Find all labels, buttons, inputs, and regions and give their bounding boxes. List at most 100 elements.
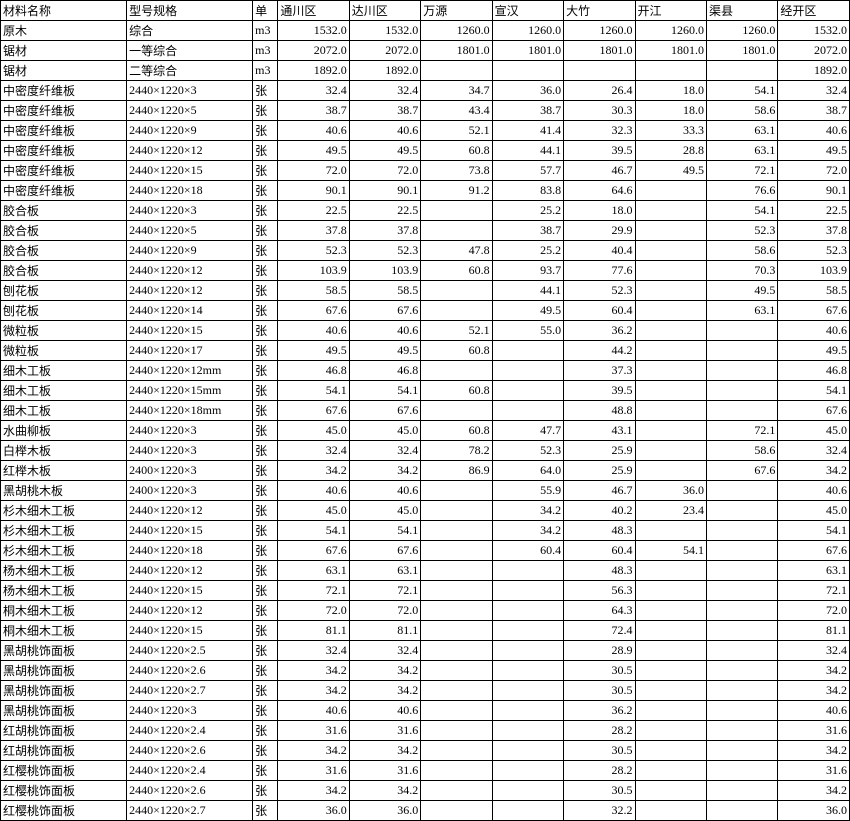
cell-c4: 25.2 (492, 201, 563, 221)
cell-c6 (635, 341, 706, 361)
cell-name: 杨木细木工板 (1, 561, 127, 581)
cell-c6 (635, 261, 706, 281)
table-row: 红榉木板2400×1220×3张34.234.286.964.025.967.6… (1, 461, 850, 481)
cell-c2: 46.8 (349, 361, 420, 381)
cell-c8: 34.2 (778, 681, 850, 701)
cell-c5: 25.9 (564, 441, 635, 461)
cell-c1: 72.0 (278, 601, 349, 621)
cell-c1: 34.2 (278, 781, 349, 801)
cell-c5: 32.3 (564, 121, 635, 141)
cell-c3 (421, 521, 492, 541)
cell-unit: 张 (253, 301, 278, 321)
cell-c8: 32.4 (778, 441, 850, 461)
cell-name: 中密度纤维板 (1, 161, 127, 181)
cell-spec: 2440×1220×5 (127, 221, 253, 241)
cell-name: 红樱桃饰面板 (1, 801, 127, 821)
cell-c7 (706, 601, 777, 621)
cell-spec: 2440×1220×12 (127, 141, 253, 161)
cell-name: 中密度纤维板 (1, 81, 127, 101)
cell-name: 黑胡桃木板 (1, 481, 127, 501)
col-header-c7: 渠县 (706, 1, 777, 21)
table-row: 锯材一等综合m32072.02072.01801.01801.01801.018… (1, 41, 850, 61)
cell-c5: 25.9 (564, 461, 635, 481)
cell-c2: 67.6 (349, 401, 420, 421)
cell-c7 (706, 641, 777, 661)
cell-c2: 1532.0 (349, 21, 420, 41)
cell-c6 (635, 741, 706, 761)
cell-c5: 39.5 (564, 381, 635, 401)
cell-c7: 58.6 (706, 441, 777, 461)
cell-unit: 张 (253, 401, 278, 421)
cell-c2: 58.5 (349, 281, 420, 301)
cell-c1: 1892.0 (278, 61, 349, 81)
col-header-c4: 宣汉 (492, 1, 563, 21)
cell-c1: 36.0 (278, 801, 349, 821)
cell-c7: 72.1 (706, 421, 777, 441)
table-row: 黑胡桃饰面板2440×1220×2.7张34.234.230.534.2 (1, 681, 850, 701)
cell-c8: 45.0 (778, 501, 850, 521)
cell-c4 (492, 381, 563, 401)
table-row: 黑胡桃饰面板2440×1220×3张40.640.636.240.6 (1, 701, 850, 721)
cell-c4: 93.7 (492, 261, 563, 281)
cell-c7 (706, 741, 777, 761)
cell-c4: 41.4 (492, 121, 563, 141)
table-row: 胶合板2440×1220×5张37.837.838.729.952.337.8 (1, 221, 850, 241)
cell-c3: 52.1 (421, 321, 492, 341)
cell-spec: 2440×1220×3 (127, 201, 253, 221)
cell-c4 (492, 781, 563, 801)
cell-c1: 54.1 (278, 521, 349, 541)
cell-unit: 张 (253, 81, 278, 101)
cell-c5: 28.2 (564, 761, 635, 781)
cell-c5: 30.5 (564, 681, 635, 701)
cell-c1: 34.2 (278, 461, 349, 481)
cell-unit: 张 (253, 361, 278, 381)
cell-name: 水曲柳板 (1, 421, 127, 441)
cell-name: 黑胡桃饰面板 (1, 701, 127, 721)
cell-c8: 67.6 (778, 541, 850, 561)
cell-c8: 52.3 (778, 241, 850, 261)
table-row: 杉木细木工板2440×1220×18张67.667.660.460.454.16… (1, 541, 850, 561)
table-row: 微粒板2440×1220×17张49.549.560.844.249.5 (1, 341, 850, 361)
cell-c4 (492, 581, 563, 601)
cell-c3 (421, 761, 492, 781)
cell-c4: 52.3 (492, 441, 563, 461)
cell-c6 (635, 761, 706, 781)
table-row: 中密度纤维板2440×1220×18张90.190.191.283.864.67… (1, 181, 850, 201)
cell-c1: 32.4 (278, 641, 349, 661)
cell-unit: 张 (253, 781, 278, 801)
cell-spec: 2440×1220×12mm (127, 361, 253, 381)
cell-c1: 63.1 (278, 561, 349, 581)
cell-c2: 34.2 (349, 461, 420, 481)
cell-spec: 2440×1220×2.6 (127, 661, 253, 681)
cell-c5: 32.2 (564, 801, 635, 821)
cell-name: 胶合板 (1, 221, 127, 241)
cell-c7 (706, 801, 777, 821)
cell-c1: 45.0 (278, 421, 349, 441)
cell-c4: 55.9 (492, 481, 563, 501)
cell-c5: 44.2 (564, 341, 635, 361)
cell-c7 (706, 61, 777, 81)
cell-c2: 81.1 (349, 621, 420, 641)
cell-c8: 1892.0 (778, 61, 850, 81)
cell-c6: 49.5 (635, 161, 706, 181)
cell-c7 (706, 361, 777, 381)
cell-c1: 1532.0 (278, 21, 349, 41)
cell-c8: 31.6 (778, 761, 850, 781)
cell-c8: 46.8 (778, 361, 850, 381)
cell-name: 锯材 (1, 61, 127, 81)
cell-c8: 40.6 (778, 121, 850, 141)
cell-c5: 39.5 (564, 141, 635, 161)
table-row: 中密度纤维板2440×1220×12张49.549.560.844.139.52… (1, 141, 850, 161)
cell-spec: 二等综合 (127, 61, 253, 81)
cell-c3: 1260.0 (421, 21, 492, 41)
cell-c3: 60.8 (421, 421, 492, 441)
cell-c8: 32.4 (778, 641, 850, 661)
cell-c3 (421, 61, 492, 81)
cell-c7: 70.3 (706, 261, 777, 281)
cell-unit: 张 (253, 341, 278, 361)
cell-unit: 张 (253, 801, 278, 821)
cell-c2: 37.8 (349, 221, 420, 241)
cell-unit: 张 (253, 281, 278, 301)
table-row: 中密度纤维板2440×1220×15张72.072.073.857.746.74… (1, 161, 850, 181)
col-header-c8: 经开区 (778, 1, 850, 21)
